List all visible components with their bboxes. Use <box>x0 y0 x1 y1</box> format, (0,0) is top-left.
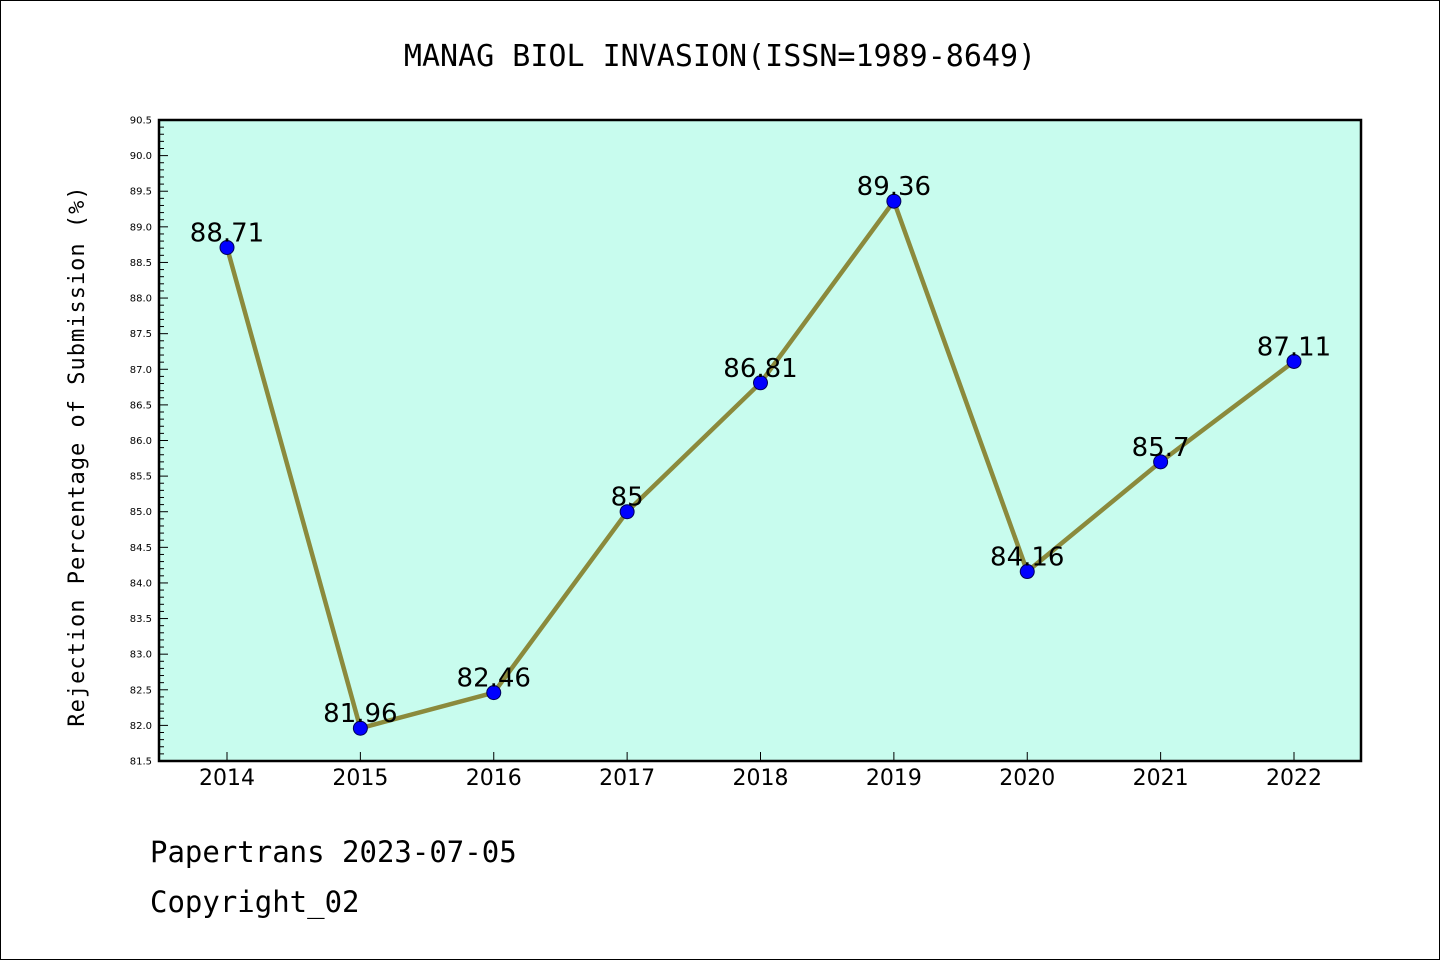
y-tick-label: 88.5 <box>130 258 152 269</box>
data-point <box>753 375 768 391</box>
x-tick-label: 2020 <box>999 766 1055 791</box>
x-tick-label: 2014 <box>199 766 255 791</box>
y-tick-label: 83.5 <box>130 614 152 625</box>
y-tick-label: 81.5 <box>130 757 152 768</box>
data-label: 89.36 <box>857 172 931 202</box>
x-tick-label: 2016 <box>466 766 522 791</box>
data-label: 84.16 <box>990 543 1064 573</box>
y-tick-label: 86.0 <box>130 436 152 447</box>
data-label: 81.96 <box>323 699 397 729</box>
data-point <box>886 193 902 209</box>
y-axis-label: Rejection Percentage of Submission (%) <box>65 185 90 726</box>
data-label: 86.81 <box>723 354 797 384</box>
data-point <box>1153 454 1169 470</box>
x-tick-label: 2018 <box>733 766 789 791</box>
y-tick-label: 82.5 <box>130 685 152 696</box>
y-tick-label: 90.0 <box>130 151 152 162</box>
data-label: 85.7 <box>1132 433 1190 463</box>
data-label: 82.46 <box>457 664 531 694</box>
y-tick-label: 89.0 <box>130 222 152 233</box>
data-point <box>352 720 368 736</box>
footer-copyright: Copyright_02 <box>150 885 360 919</box>
y-tick-label: 85.0 <box>130 507 152 518</box>
data-label: 88.71 <box>190 218 264 248</box>
y-tick-label: 84.5 <box>130 543 152 554</box>
y-tick-label: 87.0 <box>130 365 152 376</box>
series-markers <box>219 193 1302 736</box>
chart-title: MANAG BIOL INVASION(ISSN=1989-8649) <box>404 39 1036 74</box>
y-tick-label: 88.0 <box>130 294 152 305</box>
x-tick-label: 2021 <box>1133 766 1189 791</box>
plot-area <box>157 118 1363 763</box>
y-tick-label: 90.5 <box>130 116 152 127</box>
y-tick-label: 82.0 <box>130 721 152 732</box>
x-axis: 2014 2015 2016 2017 2018 2019 2020 2021 2022 <box>199 752 1322 791</box>
data-point <box>1019 564 1035 580</box>
y-axis: 81.5 82.0 82.5 83.0 83.5 84.0 84.5 85.0 85.5 86.0… <box>130 116 168 768</box>
x-tick-label: 2019 <box>866 766 922 791</box>
data-point <box>486 685 502 701</box>
y-tick-label: 86.5 <box>130 400 152 411</box>
data-point <box>1286 353 1302 369</box>
data-point <box>619 504 635 520</box>
y-tick-label: 87.5 <box>130 329 152 340</box>
data-labels: 88.71 81.96 82.46 85 86.81 89.36 84.16 85.7 87.1… <box>190 172 1331 729</box>
data-point <box>219 239 235 255</box>
y-tick-label: 85.5 <box>130 472 152 483</box>
x-tick-label: 2017 <box>599 766 655 791</box>
data-label: 87.11 <box>1257 332 1331 362</box>
y-tick-label: 89.5 <box>130 187 152 198</box>
data-label: 85 <box>611 483 644 513</box>
y-tick-label: 83.0 <box>130 650 152 661</box>
x-tick-label: 2015 <box>332 766 388 791</box>
x-tick-label: 2022 <box>1266 766 1322 791</box>
footer-date: Papertrans 2023-07-05 <box>150 835 517 869</box>
y-tick-label: 84.0 <box>130 578 152 589</box>
